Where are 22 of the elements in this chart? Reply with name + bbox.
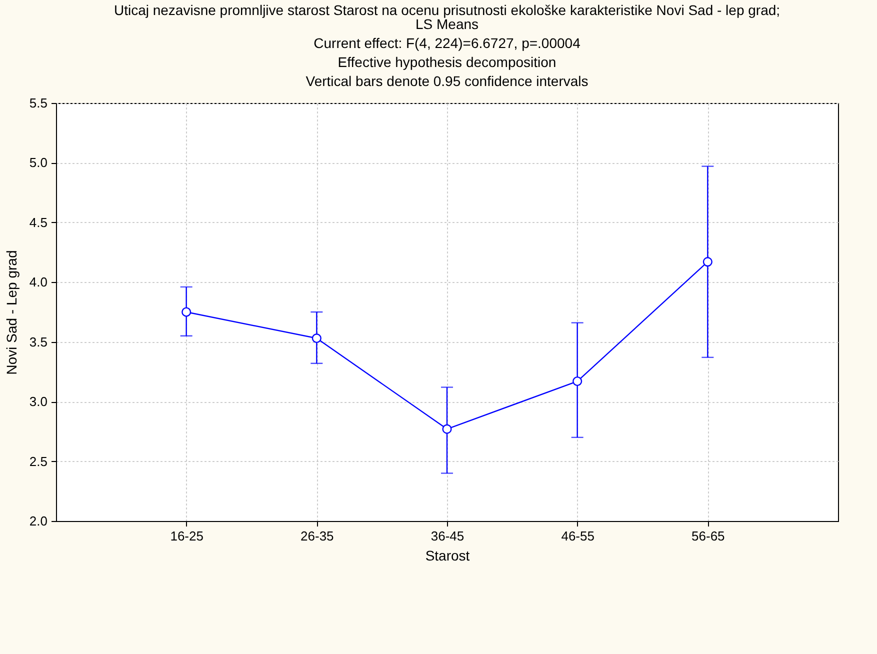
x-tick-label: 46-55 [561,528,594,544]
x-tick-label: 36-45 [430,528,464,544]
point [182,307,192,317]
y-tick-label: 4.5 [29,214,48,230]
y-tick-label: 4.0 [29,274,48,290]
x-axis-title: Starost [425,548,470,564]
y-tick-label: 2.0 [29,514,48,528]
chart-title: Uticaj nezavisne promnljive starost Starost na ocenu prisutnosti ekološke karakteristike Novi Sad - lep grad; [114,2,780,18]
y-tick-label: 5.0 [29,155,48,170]
point [312,334,322,344]
x-tick-label: 16-25 [170,528,204,544]
x-tick-label: 56-65 [692,528,725,544]
point [702,257,712,267]
y-tick-label: 5.5 [29,96,48,110]
point [442,424,452,434]
x-tick-label: 26-35 [300,528,334,544]
y-tick-label: 2.5 [29,454,48,469]
chart-subtitle: LS Means Current effect: F(4, 224)=6.6727, p=.00004 Effective hypothesis decomposition Vertical bars denote 0.95 confidence intervals [306,16,588,89]
point [572,376,582,386]
y-tick-label: 3.5 [29,334,48,350]
y-tick-label: 3.0 [29,394,48,410]
y-axis-title: Novi Sad - Lep grad [3,250,20,375]
